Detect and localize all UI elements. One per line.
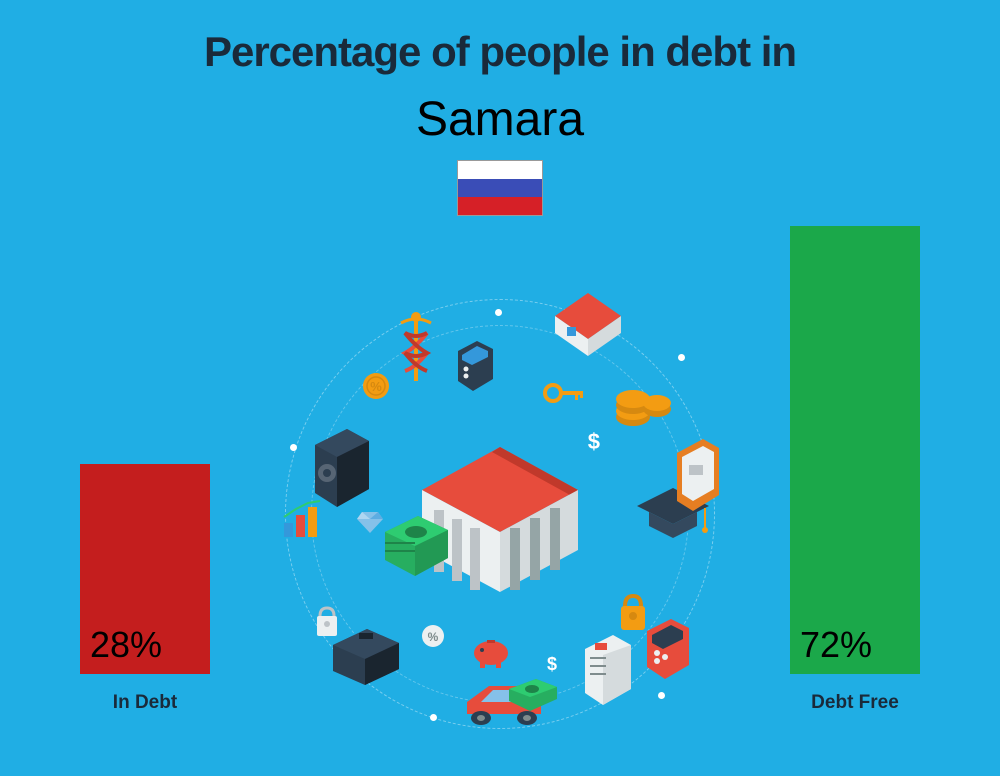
chart-icon (280, 499, 330, 541)
calculator-icon (643, 619, 693, 679)
dot5 (290, 444, 297, 451)
dot3 (658, 692, 665, 699)
dollar-sign-icon: $ (588, 429, 600, 455)
bar-in-debt: 28% (80, 464, 210, 674)
dollar-sign2-icon: $ (547, 654, 557, 675)
bar-debt-free-value: 72% (800, 624, 872, 666)
bar-in-debt-value: 28% (90, 624, 162, 666)
safe-icon (307, 429, 375, 507)
chart-area: 28% In Debt (0, 234, 1000, 714)
bar-debt-free: 72% (790, 226, 920, 674)
coin-icon: % (361, 371, 391, 401)
cash-icon (506, 679, 560, 711)
lock-icon (616, 592, 650, 634)
dot1 (495, 309, 502, 316)
coins-icon (613, 369, 675, 431)
phone-icon (673, 439, 723, 511)
bar-in-debt-container: 28% In Debt (80, 464, 210, 714)
money-stack-icon (380, 514, 452, 576)
flag-stripe-white (458, 161, 542, 179)
bar-in-debt-label: In Debt (113, 692, 177, 714)
coin2-icon: % (420, 623, 446, 649)
flag-stripe-blue (458, 179, 542, 197)
country-flag (457, 160, 543, 216)
piggy-bank-icon (470, 635, 512, 669)
svg-text:%: % (370, 379, 382, 394)
bar-debt-free-container: 72% Debt Free (790, 226, 920, 714)
main-title: Percentage of people in debt in (0, 28, 1000, 76)
dot4 (430, 714, 437, 721)
house-icon (549, 291, 627, 359)
key-icon (543, 379, 585, 407)
caduceus-icon (395, 311, 437, 386)
svg-text:%: % (428, 630, 439, 644)
center-illustration: % % $ $ (285, 299, 715, 729)
bar-debt-free-label: Debt Free (811, 692, 899, 714)
clipboard-icon (579, 635, 637, 705)
subtitle-city: Samara (0, 92, 1000, 147)
diamond-icon (355, 509, 385, 535)
lock-small-icon (313, 605, 341, 639)
dot2 (678, 354, 685, 361)
flag-stripe-red (458, 197, 542, 215)
calculator-small-icon (455, 341, 497, 391)
